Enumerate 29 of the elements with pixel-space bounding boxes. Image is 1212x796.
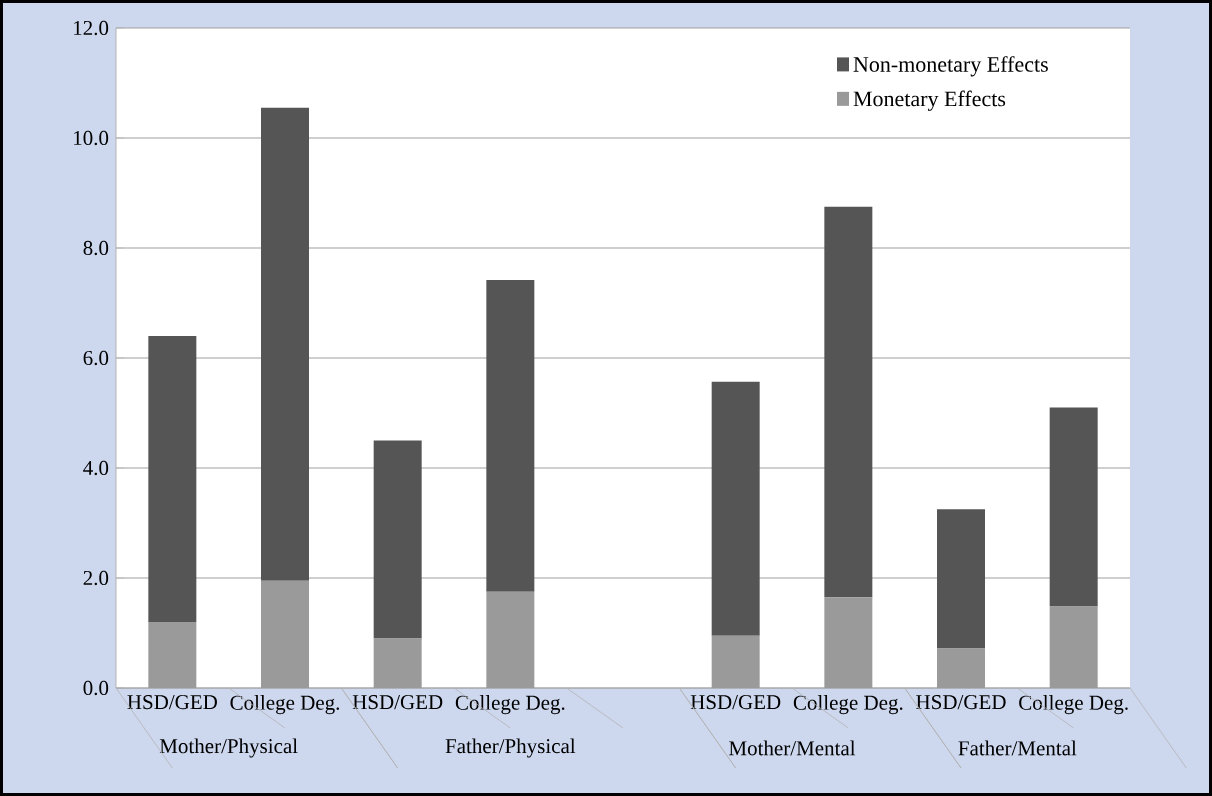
text: Father/Mental	[958, 740, 1077, 756]
legend-label: Monetary Effects	[853, 90, 1006, 111]
x-tick-label: College Deg.	[455, 695, 565, 715]
y-tick-label: 0.0	[83, 680, 109, 696]
y-tick-label: 6.0	[83, 350, 109, 366]
y-tick-label: 2.0	[83, 570, 109, 586]
x-tick-label: College Deg.	[230, 695, 340, 715]
bar	[824, 206, 873, 598]
bar	[711, 381, 760, 636]
x-tick-label: HSD/GED	[352, 695, 443, 710]
x-tick-label: HSD/GED	[916, 695, 1006, 710]
y-tick-label: 4.0	[83, 460, 109, 476]
bar	[148, 336, 197, 622]
y-tick-label: 10.0	[74, 130, 109, 146]
y-tick-label: 12.0	[74, 20, 109, 36]
x-tick-label: HSD/GED	[690, 695, 781, 710]
text: Mother/Physical	[159, 738, 298, 758]
text: Mother/Mental	[729, 740, 856, 756]
x-tick-label: College Deg.	[793, 695, 903, 715]
x-tick-label: HSD/GED	[127, 695, 217, 710]
y-tick-label: 8.0	[83, 240, 109, 256]
bar	[486, 279, 535, 592]
bar	[937, 509, 986, 649]
text: Father/Physical	[445, 738, 576, 758]
bar	[1049, 407, 1098, 607]
x-tick-label: College Deg.	[1019, 695, 1128, 715]
bar	[373, 440, 422, 639]
bar	[261, 107, 309, 581]
legend-label: Non-monetary Effects	[853, 56, 1048, 77]
